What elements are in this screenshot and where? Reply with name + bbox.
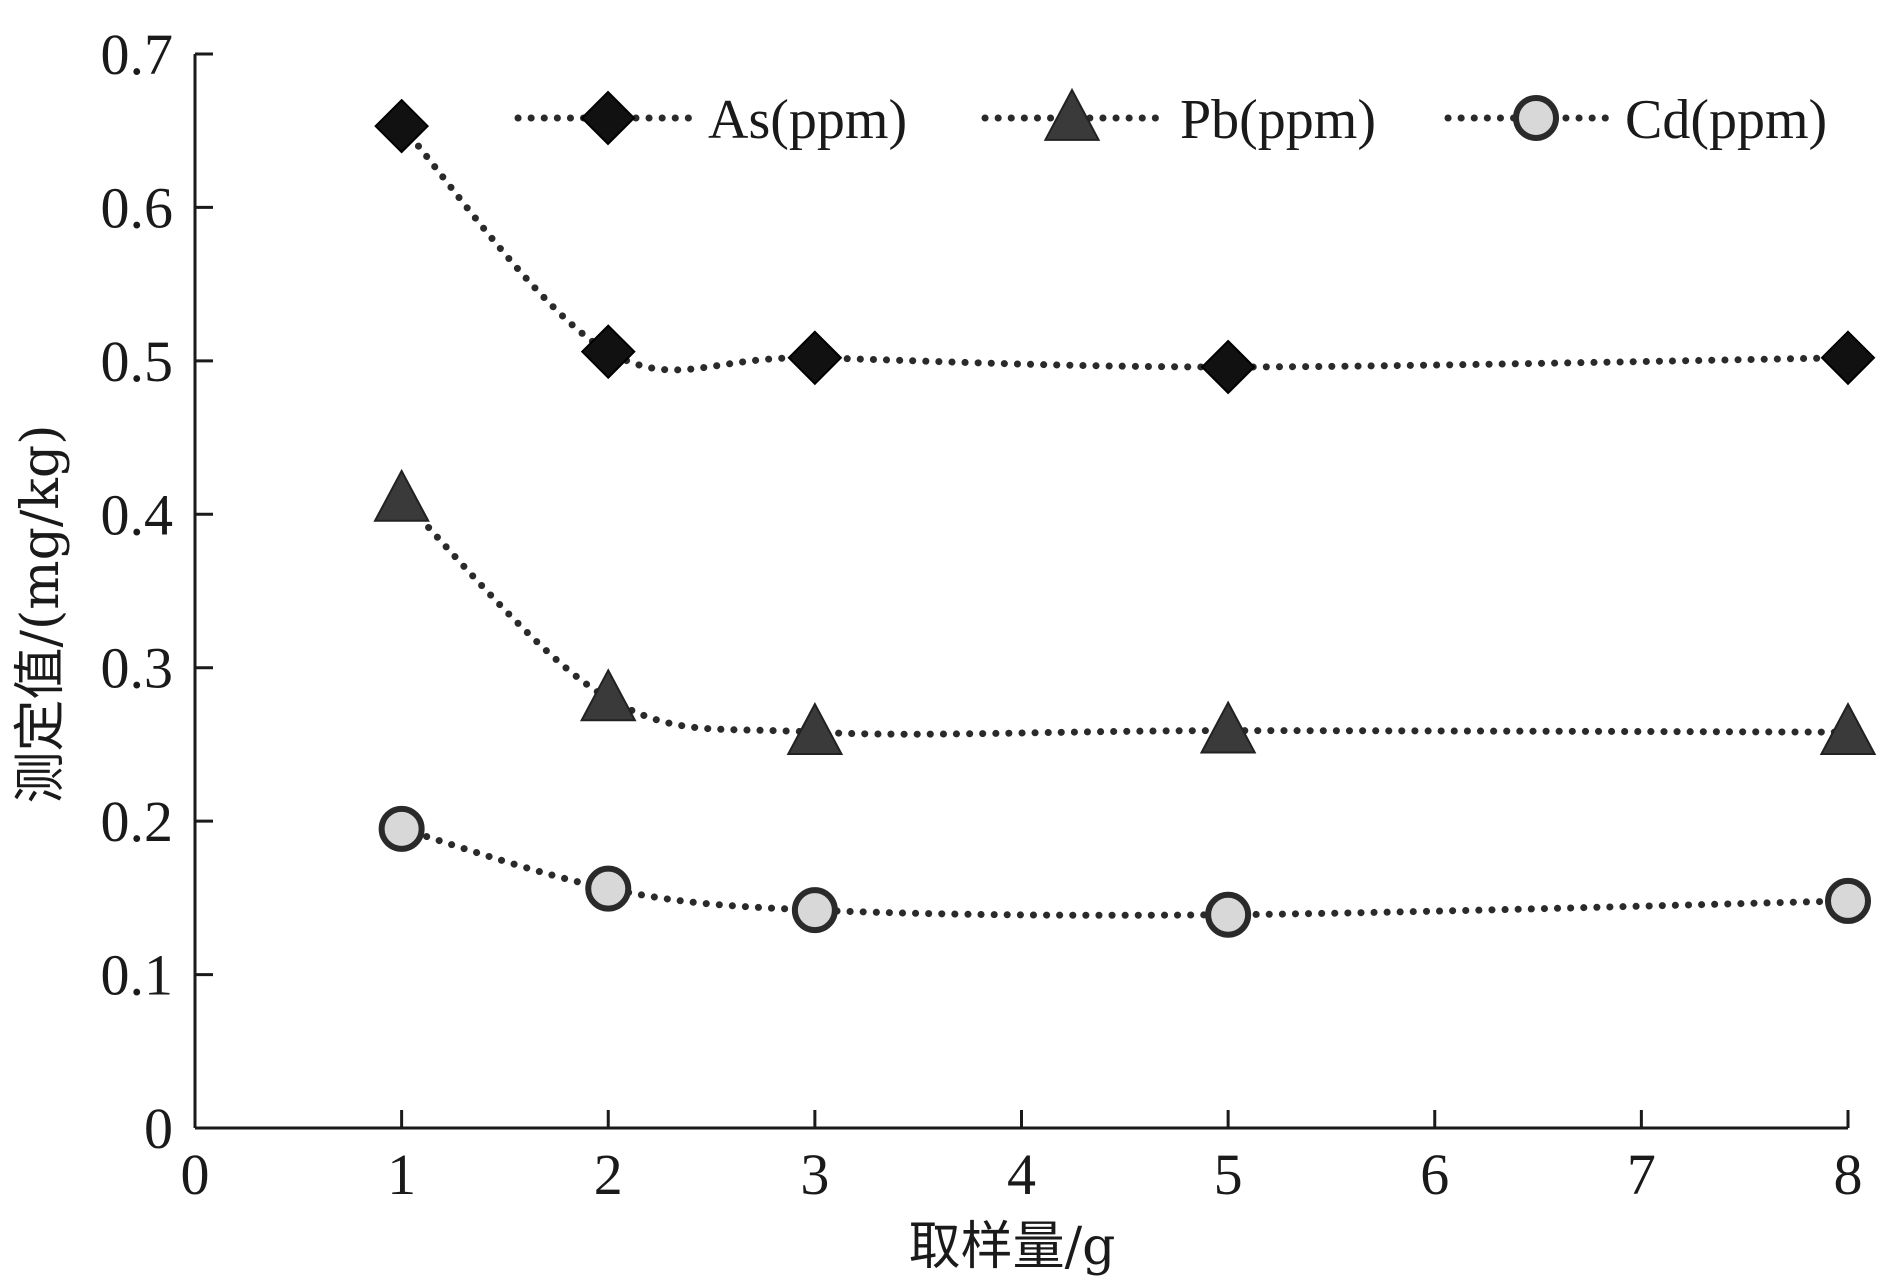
data-point bbox=[378, 805, 425, 852]
x-tick-label: 5 bbox=[1214, 1142, 1243, 1207]
x-tick-label: 3 bbox=[800, 1142, 829, 1207]
y-tick-label: 0.5 bbox=[101, 329, 174, 394]
data-point bbox=[1205, 891, 1252, 938]
y-tick-label: 0.3 bbox=[101, 636, 174, 701]
data-point bbox=[1819, 702, 1877, 755]
legend-marker bbox=[1043, 87, 1101, 141]
data-point bbox=[1199, 700, 1257, 754]
legend-label: As(ppm) bbox=[708, 89, 907, 151]
data-point bbox=[580, 324, 636, 380]
axes: 0 0.1 0.2 0.3 0.4 0.5 0.6 0.7 0 1 2 3 4 5 6 7 8 bbox=[101, 22, 1863, 1207]
data-point bbox=[791, 887, 838, 934]
x-tick-label: 7 bbox=[1627, 1142, 1656, 1207]
data-point bbox=[579, 668, 637, 722]
legend-marker bbox=[1513, 95, 1559, 141]
data-point bbox=[374, 98, 430, 154]
legend-item-triangle: Pb(ppm) bbox=[981, 87, 1376, 151]
x-axis-title: 取样量/g bbox=[909, 1217, 1116, 1277]
legend-marker bbox=[580, 90, 636, 146]
x-tick-label: 2 bbox=[594, 1142, 623, 1207]
legend-label: Cd(ppm) bbox=[1625, 89, 1827, 151]
series-diamond bbox=[374, 98, 1876, 395]
y-tick-label: 0.4 bbox=[101, 482, 174, 547]
series-triangle bbox=[373, 468, 1877, 755]
series-circle bbox=[378, 805, 1871, 938]
data-point bbox=[585, 865, 632, 912]
legend: As(ppm) Pb(ppm) Cd(ppm) bbox=[514, 87, 1827, 151]
x-tick-label: 6 bbox=[1420, 1142, 1449, 1207]
y-tick-label: 0.1 bbox=[101, 943, 174, 1008]
data-point bbox=[1200, 339, 1256, 395]
data-point bbox=[373, 468, 430, 522]
x-tick-label: 4 bbox=[1007, 1142, 1036, 1207]
x-tick-label: 8 bbox=[1834, 1142, 1863, 1207]
series-line bbox=[398, 825, 1852, 919]
series-line bbox=[398, 495, 1852, 738]
series-layer bbox=[373, 98, 1877, 938]
data-point bbox=[786, 702, 844, 755]
legend-item-circle: Cd(ppm) bbox=[1444, 89, 1827, 151]
data-point bbox=[787, 330, 843, 386]
y-tick-label: 0.6 bbox=[101, 175, 174, 240]
data-point bbox=[1825, 877, 1871, 924]
x-tick-label: 0 bbox=[181, 1142, 210, 1207]
y-tick-label: 0 bbox=[144, 1096, 173, 1161]
legend-item-diamond: As(ppm) bbox=[514, 89, 907, 151]
series-line bbox=[398, 122, 1852, 374]
data-point bbox=[1820, 330, 1876, 386]
y-tick-label: 0.2 bbox=[101, 789, 174, 854]
y-axis-title: 测定值/(mg/kg) bbox=[11, 424, 71, 803]
legend-label: Pb(ppm) bbox=[1180, 89, 1376, 151]
y-tick-label: 0.7 bbox=[101, 22, 174, 87]
x-tick-label: 1 bbox=[387, 1142, 416, 1207]
